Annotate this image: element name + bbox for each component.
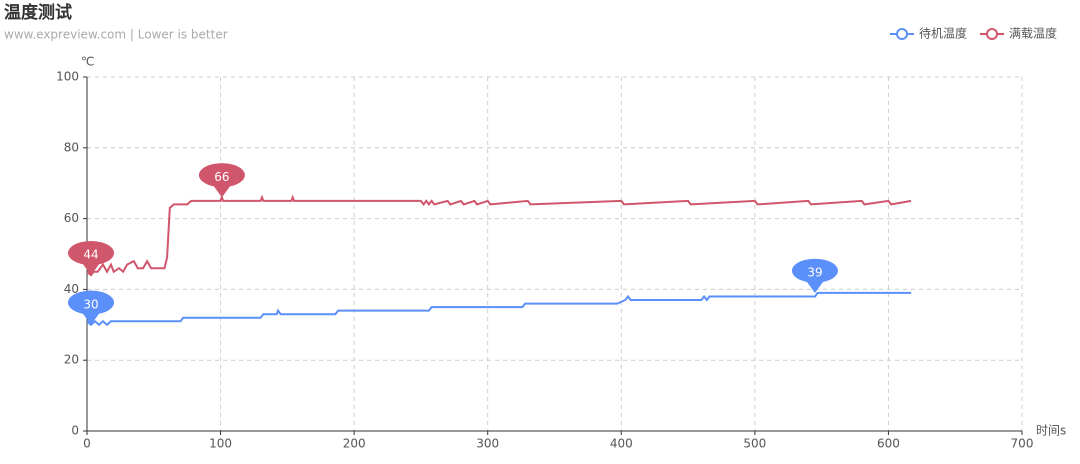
x-tick-label: 700: [1011, 437, 1034, 451]
x-tick-label: 300: [476, 437, 499, 451]
x-tick-label: 0: [83, 437, 91, 451]
x-axis-label: 时间s: [1036, 424, 1066, 438]
legend-label: 满载温度: [1009, 26, 1057, 41]
y-tick-label: 60: [64, 211, 79, 225]
y-tick-label: 40: [64, 282, 79, 296]
x-tick-label: 400: [610, 437, 633, 451]
mark-point: 44: [68, 240, 115, 276]
pin: [791, 258, 838, 293]
pin-label: 39: [807, 265, 822, 279]
line-series: [86, 194, 912, 277]
legend-item[interactable]: 待机温度: [890, 26, 967, 41]
legend-item[interactable]: 满载温度: [980, 26, 1057, 41]
x-tick-label: 600: [877, 437, 900, 451]
x-tick-label: 200: [343, 437, 366, 451]
pin: [198, 163, 245, 198]
y-tick-label: 20: [64, 353, 79, 367]
pin: [68, 240, 115, 276]
legend-label: 待机温度: [919, 26, 967, 41]
x-tick-label: 100: [209, 437, 232, 451]
chart-title: 温度测试: [4, 2, 72, 23]
mark-point: 66: [198, 163, 245, 198]
x-tick-label: 500: [743, 437, 766, 451]
y-tick-label: 0: [71, 424, 79, 438]
legend-symbol: [986, 28, 998, 40]
mark-point: 30: [68, 290, 115, 325]
pin-label: 30: [83, 297, 98, 311]
legend-symbol: [896, 28, 908, 40]
chart-subtitle: www.expreview.com | Lower is better: [4, 28, 228, 42]
pin: [68, 290, 115, 325]
pin-label: 44: [83, 248, 98, 262]
y-tick-label: 80: [64, 140, 79, 154]
y-axis-label: ℃: [81, 55, 94, 69]
mark-point: 39: [791, 258, 838, 293]
line-series: [86, 291, 912, 327]
y-tick-label: 100: [56, 70, 79, 84]
pin-label: 66: [214, 170, 229, 184]
